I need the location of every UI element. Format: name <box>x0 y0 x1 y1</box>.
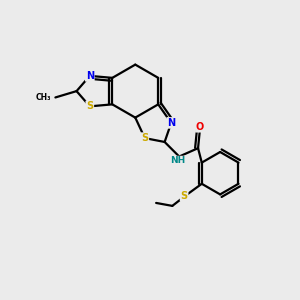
Text: N: N <box>86 71 94 81</box>
Text: S: S <box>181 190 188 201</box>
Text: S: S <box>141 133 148 143</box>
Text: CH₃: CH₃ <box>35 93 51 102</box>
Text: N: N <box>167 118 175 128</box>
Text: S: S <box>86 101 93 111</box>
Text: NH: NH <box>170 157 185 166</box>
Text: O: O <box>196 122 204 132</box>
